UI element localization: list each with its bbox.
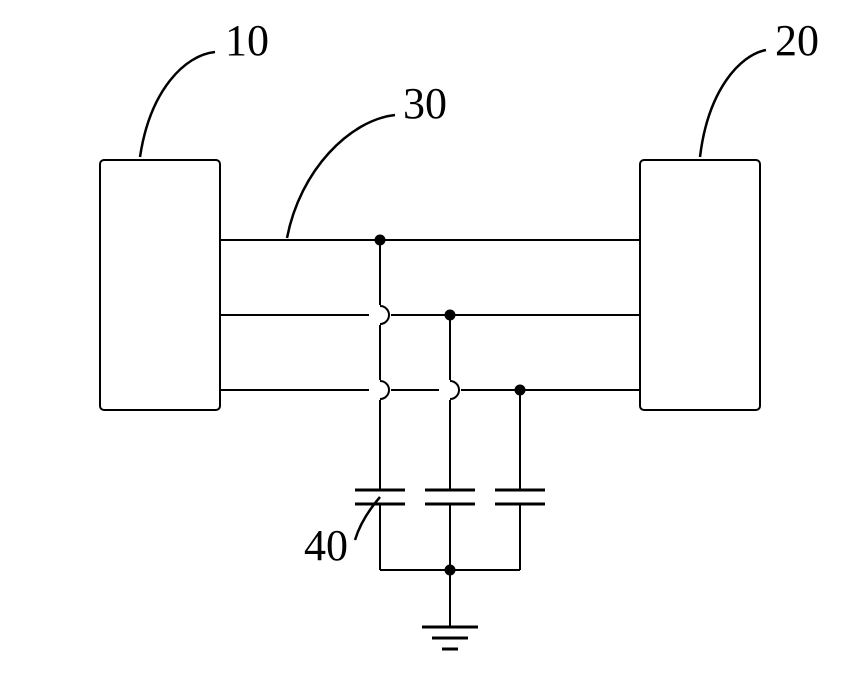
label-20: 20 <box>775 16 819 65</box>
label-30: 30 <box>403 79 447 128</box>
label-10: 10 <box>225 16 269 65</box>
block-right <box>640 160 760 410</box>
schematic-diagram: 10 20 30 40 <box>0 0 861 699</box>
node-dot-1 <box>445 310 456 321</box>
label-40: 40 <box>304 521 348 570</box>
node-dot-0 <box>375 235 386 246</box>
node-dot-2 <box>515 385 526 396</box>
block-left <box>100 160 220 410</box>
node-dot-3 <box>445 565 456 576</box>
